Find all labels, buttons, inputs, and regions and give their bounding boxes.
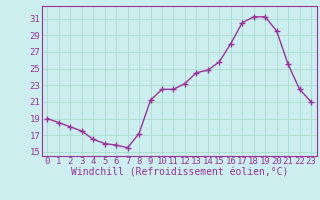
X-axis label: Windchill (Refroidissement éolien,°C): Windchill (Refroidissement éolien,°C): [70, 168, 288, 178]
